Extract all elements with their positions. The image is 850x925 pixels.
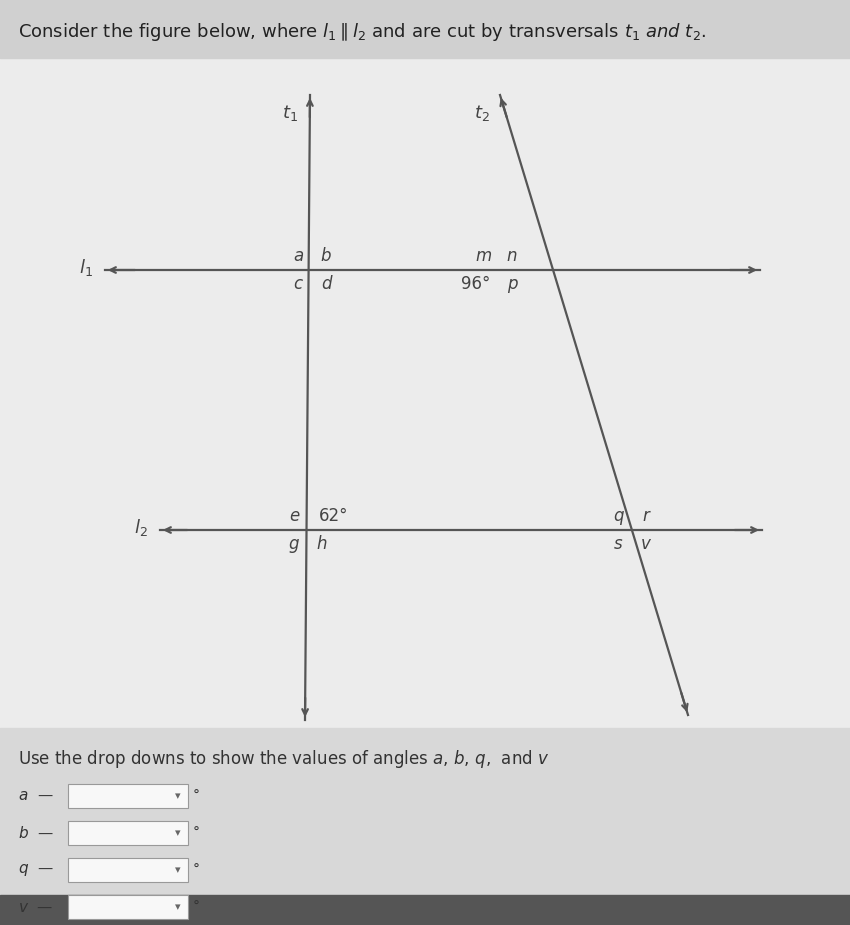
Text: n: n [507,247,518,265]
Text: p: p [507,275,518,293]
Text: c: c [293,275,303,293]
Text: s: s [614,535,622,553]
Text: °: ° [193,863,200,877]
Text: $\mathit{q}$  —: $\mathit{q}$ — [18,862,54,878]
Text: $l_2$: $l_2$ [134,517,148,538]
Text: h: h [317,535,327,553]
Bar [0,895,850,925]
Text: b: b [320,247,332,265]
Text: 96°: 96° [462,275,490,293]
Text: $t_2$: $t_2$ [474,103,490,123]
Text: ▾: ▾ [175,791,181,801]
FancyBboxPatch shape [68,895,188,919]
Text: °: ° [193,789,200,803]
Text: °: ° [193,900,200,914]
Text: $\mathit{a}$  —: $\mathit{a}$ — [18,788,54,804]
Text: ▾: ▾ [175,865,181,875]
Text: e: e [289,507,299,525]
FancyBboxPatch shape [68,784,188,808]
Text: ▾: ▾ [175,902,181,912]
Text: m: m [476,247,492,265]
Text: $\mathit{v}$  —: $\mathit{v}$ — [18,899,54,915]
Text: $\mathit{b}$  —: $\mathit{b}$ — [18,825,54,841]
Text: Use the drop downs to show the values of angles $a$, $b$, $q$,  and $v$: Use the drop downs to show the values of… [18,748,550,770]
FancyBboxPatch shape [68,858,188,882]
Text: d: d [320,275,332,293]
FancyBboxPatch shape [68,821,188,845]
Text: q: q [613,507,623,525]
Text: $t_1$: $t_1$ [282,103,298,123]
Bar [0,728,850,925]
Text: 62°: 62° [320,507,348,525]
Text: ▾: ▾ [175,828,181,838]
Text: r: r [643,507,649,525]
Text: a: a [293,247,303,265]
Text: v: v [641,535,651,553]
Text: Consider the figure below, where $l_1 \parallel l_2$ and are cut by transversals: Consider the figure below, where $l_1 \p… [18,21,706,43]
Bar [0,0,850,58]
Text: °: ° [193,826,200,840]
Text: g: g [289,535,299,553]
Text: $l_1$: $l_1$ [79,257,93,278]
